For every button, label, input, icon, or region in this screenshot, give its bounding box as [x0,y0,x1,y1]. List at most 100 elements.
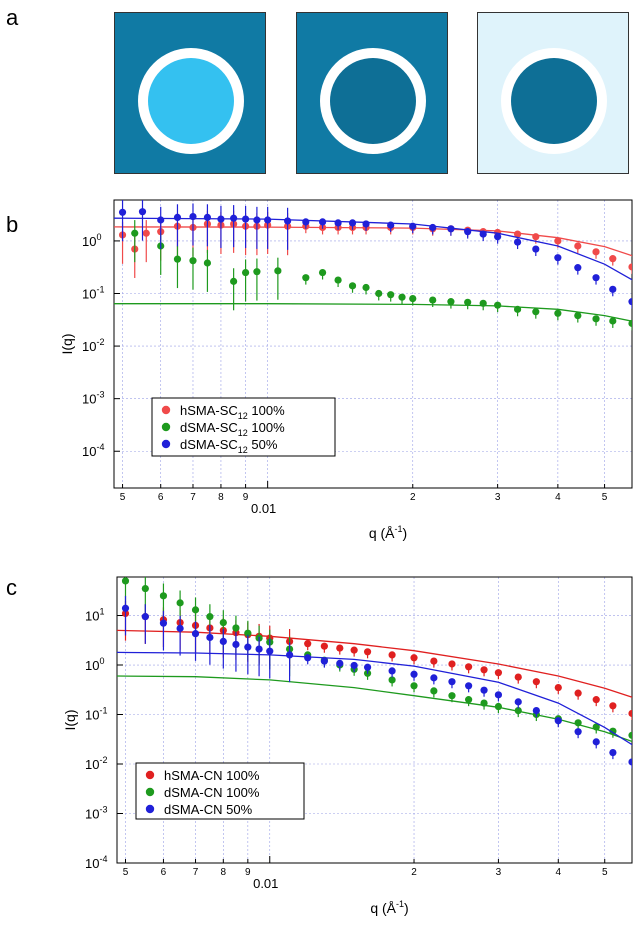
data-point [480,699,488,707]
data-point [244,643,252,651]
data-point [274,267,282,275]
y-tick-label: 10-2 [85,755,107,772]
series-3 [117,595,632,769]
y-tick-label: 10-4 [82,442,104,459]
data-point [554,254,562,262]
data-point [362,220,370,228]
data-point [189,213,197,221]
plot-area [117,577,632,769]
x-tick-label: 7 [190,492,196,503]
data-point [448,678,456,686]
x-tick-label: 5 [120,492,126,503]
data-point [159,592,168,600]
y-tick-label: 10-3 [85,805,107,822]
data-point [609,285,617,293]
data-point [350,661,358,670]
data-point [138,208,147,216]
data-point [609,255,617,263]
data-point [302,274,310,282]
data-point [513,238,522,246]
series-2 [114,220,632,331]
data-point [409,294,417,303]
legend-marker [161,405,171,415]
data-point [554,717,562,725]
fit-line [114,303,632,322]
data-point [465,696,473,704]
data-point [513,305,522,313]
data-point [206,633,214,642]
x-tick-label: 0.01 [251,501,276,516]
data-point [479,230,487,238]
data-point [219,618,227,627]
data-point [388,667,396,675]
data-point [592,274,600,282]
data-point [320,642,328,650]
x-tick-labels: 5 6 7 8 90.01 2 3 4 5 [120,492,608,516]
data-point [447,225,455,233]
legend: hSMA-SC12 100%dSMA-SC12 100%dSMA-SC12 50… [151,397,336,457]
data-point [141,584,149,593]
data-point [203,213,212,222]
data-point [334,276,342,284]
data-point [628,319,632,327]
data-point [532,706,540,715]
legend-marker [161,422,171,432]
legend-marker [145,787,155,797]
data-point [363,648,372,656]
data-point [244,629,252,637]
data-point [609,702,617,710]
data-point [554,309,562,317]
y-tick-label: 10-1 [85,706,107,723]
data-point [628,731,632,739]
panel-label-b: b [6,212,19,237]
core-circle [148,58,234,144]
data-point [241,268,250,277]
grid [117,577,632,864]
data-point [465,663,473,671]
x-tick-label: 9 [243,492,249,503]
legend-label: hSMA-SC12 100% [180,403,285,421]
data-point [302,218,310,226]
data-point [464,298,472,306]
data-point [592,248,600,256]
data-point [465,682,473,690]
legend-label: dSMA-CN 100% [164,785,260,800]
x-tick-label: 8 [218,492,224,503]
data-point [447,298,455,306]
chart-c: 5 6 7 8 90.01 2 3 4 5 10-4 10-3 10-2 10-1 100 101 I(q) q… [62,576,633,916]
core-circle [511,58,597,144]
x-tick-labels: 5 6 7 8 90.01 2 3 4 5 [123,867,608,891]
y-tick-label: 10-1 [82,284,104,301]
data-point [448,660,456,668]
y-axis-label: I(q) [59,334,75,355]
fit-line [117,651,632,746]
data-point [131,229,139,237]
data-point [592,738,600,746]
data-point [494,669,503,677]
y-axis-label: I(q) [62,710,78,731]
data-point [232,640,240,649]
data-point [176,599,184,607]
data-point [574,242,582,250]
data-point [628,298,632,306]
data-point [554,683,562,692]
data-point [494,301,502,309]
y-tick-label: 10-3 [82,390,104,407]
data-point [387,291,395,299]
data-point [410,682,418,690]
data-point [284,217,292,225]
data-point [448,692,456,700]
data-point [609,317,617,325]
x-tick-label: 6 [158,492,164,503]
data-point [387,221,395,229]
data-point [230,214,238,222]
data-point [375,289,383,298]
data-point [255,645,263,653]
data-point [554,237,562,245]
data-point [253,268,261,276]
data-point [334,219,342,227]
y-tick-label: 101 [85,607,104,624]
data-point [480,666,488,674]
x-tick-label: 7 [193,867,199,878]
x-axis-label: q (Å-1) [370,899,408,916]
